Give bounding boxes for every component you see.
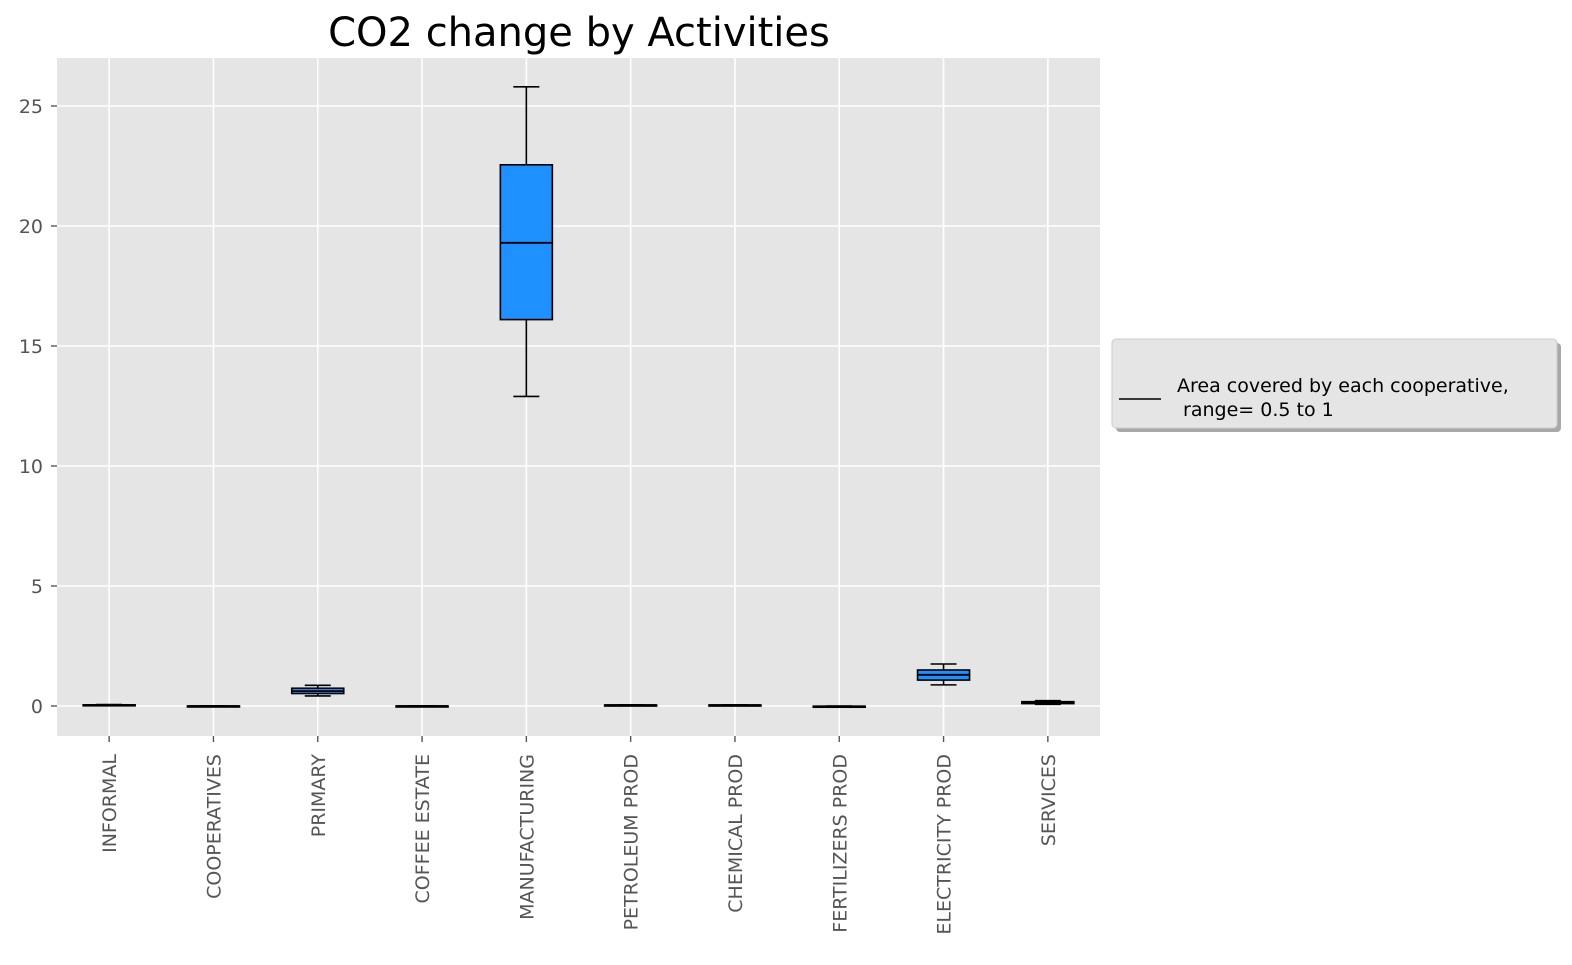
box-manufacturing [499, 86, 554, 398]
box-informal [82, 703, 136, 707]
x-tick-label: ELECTRICITY PROD [934, 754, 956, 935]
x-tick-label: PETROLEUM PROD [621, 754, 643, 930]
box-fertilizers-prod [812, 705, 867, 709]
x-tick-label: COOPERATIVES [203, 754, 225, 899]
legend: Area covered by each cooperative, range=… [1111, 338, 1561, 432]
legend-label-line-1: Area covered by each cooperative, [1177, 375, 1509, 397]
plot-area [57, 58, 1100, 736]
y-tick-label: 5 [31, 576, 43, 598]
y-tick-label: 0 [31, 696, 43, 718]
box-cooperatives [186, 704, 241, 708]
y-tick-label: 20 [19, 216, 43, 238]
x-tick-label: SERVICES [1038, 754, 1060, 846]
x-axis-ticks: INFORMAL COOPERATIVES PRIMARY COFFEE ESTATE… [99, 736, 1060, 935]
box-services [1021, 699, 1075, 706]
legend-label-line-2: range= 0.5 to 1 [1177, 399, 1334, 421]
y-axis-ticks: 0 5 10 15 20 25 [19, 96, 57, 718]
box-chemical-prod [708, 703, 762, 707]
y-tick-label: 25 [19, 96, 43, 118]
x-tick-label: PRIMARY [308, 754, 330, 838]
x-tick-label: FERTILIZERS PROD [829, 754, 851, 933]
chart-title: CO2 change by Activities [328, 10, 830, 56]
x-tick-label: MANUFACTURING [516, 754, 538, 920]
y-tick-label: 10 [19, 456, 43, 478]
box-coffee-estate [395, 704, 449, 708]
box-primary [290, 684, 345, 697]
box-petroleum-prod [603, 703, 658, 707]
y-tick-label: 15 [19, 336, 43, 358]
x-tick-label: CHEMICAL PROD [725, 754, 747, 913]
box-electricity-prod [916, 663, 971, 686]
legend-box [1111, 338, 1558, 429]
box-plots [82, 86, 1075, 709]
x-tick-label: INFORMAL [99, 754, 121, 853]
x-tick-label: COFFEE ESTATE [412, 754, 434, 903]
